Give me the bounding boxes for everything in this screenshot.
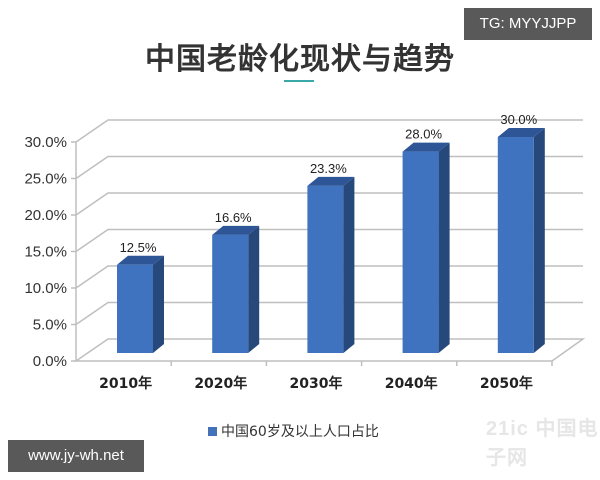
- bar-2010年: [117, 255, 164, 353]
- bar-2050年: [497, 128, 545, 353]
- y-tick-label: 10.0%: [24, 280, 67, 297]
- y-tick-label: 20.0%: [24, 207, 67, 224]
- data-label: 12.5%: [120, 240, 157, 255]
- tg-badge: TG: MYYJJPP: [464, 8, 592, 40]
- x-tick-label: 2040年: [385, 375, 438, 392]
- watermark: 21ic 中国电子网: [486, 418, 599, 469]
- gridline: [75, 119, 583, 143]
- data-label: 16.6%: [215, 210, 252, 225]
- legend-label: 中国60岁及以上人口占比: [221, 424, 379, 440]
- bar-2020年: [212, 225, 260, 353]
- bar-2040年: [402, 142, 450, 353]
- chart-floor: [73, 338, 586, 362]
- y-tick-label: 30.0%: [24, 134, 67, 151]
- legend: 中国60岁及以上人口占比: [208, 421, 379, 441]
- x-tick-label: 2020年: [194, 375, 247, 392]
- data-label: 30.0%: [500, 112, 537, 127]
- title-underline: [284, 80, 314, 82]
- y-tick-label: 25.0%: [24, 171, 67, 188]
- x-tick-label: 2010年: [99, 375, 152, 392]
- data-label: 23.3%: [310, 161, 347, 176]
- chart-title: 中国老龄化现状与趋势: [145, 42, 455, 77]
- y-tick-label: 5.0%: [33, 317, 67, 334]
- site-badge: www.jy-wh.net: [8, 440, 144, 472]
- data-label: 28.0%: [405, 127, 442, 142]
- y-tick-label: 0.0%: [33, 353, 67, 370]
- y-tick-label: 15.0%: [24, 244, 67, 261]
- x-tick-label: 2030年: [290, 375, 343, 392]
- x-tick-label: 2050年: [480, 375, 533, 392]
- bar-2030年: [307, 176, 355, 353]
- legend-swatch: [208, 426, 217, 436]
